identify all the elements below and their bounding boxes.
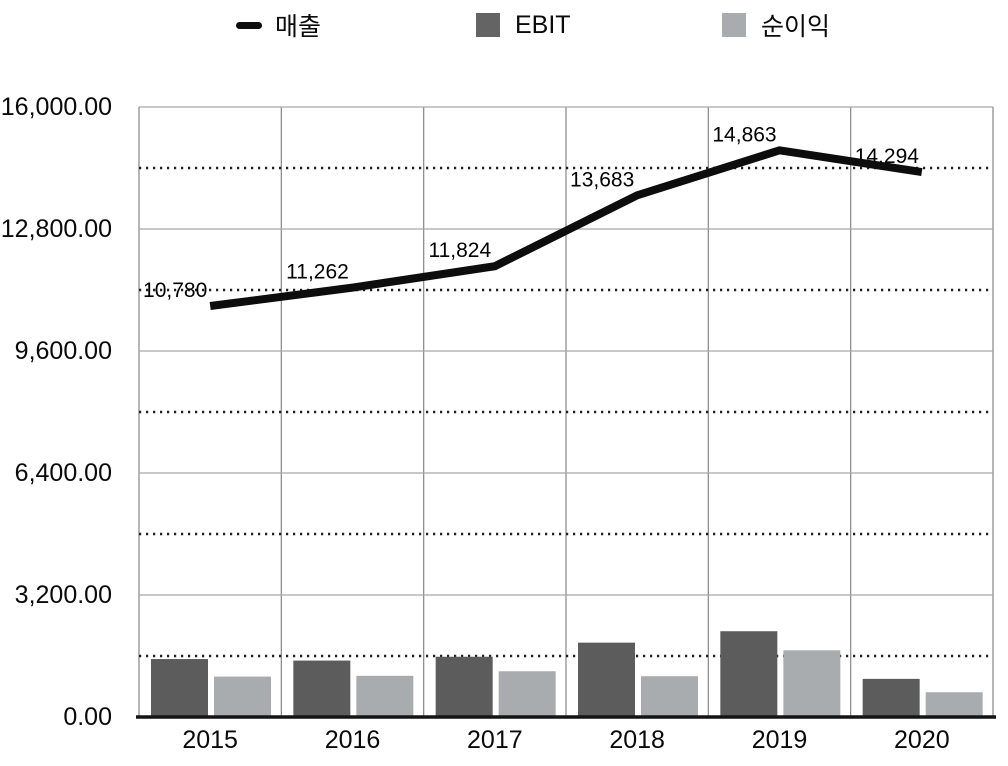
bars [151,631,983,717]
y-tick-label: 6,400.00 [14,459,112,487]
bar-순이익-2018[interactable] [641,676,698,717]
x-axis: 2015 2016 2017 2018 2019 2020 [0,725,1008,761]
legend-label-ebit: EBIT [515,10,571,39]
point-label-2018: 13,683 [570,168,634,191]
x-tick-label-2020: 2020 [894,726,950,754]
bar-EBIT-2017[interactable] [435,656,493,717]
x-tick-label-2015: 2015 [182,726,238,754]
netincome-series-marker-icon [722,13,746,37]
bar-EBIT-2019[interactable] [720,631,778,717]
y-tick-label: 16,000.00 [0,93,112,121]
bar-순이익-2015[interactable] [214,676,271,717]
bar-순이익-2016[interactable] [356,675,414,717]
point-label-2019: 14,863 [712,123,776,146]
bar-EBIT-2016[interactable] [293,660,351,717]
bar-순이익-2017[interactable] [498,671,556,717]
revenue-line[interactable] [209,146,923,310]
y-tick-label: 12,800.00 [0,215,112,243]
point-label-2015: 10,780 [143,279,207,302]
ebit-series-marker-icon [476,13,500,37]
y-axis: 16,000.00 12,800.00 9,600.00 6,400.00 3,200.… [0,0,112,766]
bar-순이익-2020[interactable] [925,692,983,717]
x-tick-label-2018: 2018 [609,726,665,754]
legend: 매출 EBIT 순이익 [0,11,1008,41]
bar-EBIT-2015[interactable] [151,659,208,717]
bar-EBIT-2020[interactable] [862,678,920,717]
point-label-2017: 11,824 [428,239,491,262]
legend-item-ebit[interactable]: EBIT [476,11,571,39]
x-tick-label-2016: 2016 [324,726,381,754]
legend-item-netincome[interactable]: 순이익 [722,11,830,41]
bar-순이익-2019[interactable] [783,650,841,717]
x-tick-label-2019: 2019 [751,726,808,754]
legend-item-revenue[interactable]: 매출 [236,11,321,41]
legend-label-netincome: 순이익 [761,13,831,41]
legend-label-revenue: 매출 [275,13,322,41]
point-label-2016: 11,262 [286,261,349,284]
gridlines [138,106,994,717]
y-tick-label: 0.00 [63,703,112,731]
y-tick-label: 3,200.00 [14,581,112,609]
y-tick-label: 9,600.00 [14,337,112,365]
line-series-marker-icon [236,21,262,29]
bar-EBIT-2018[interactable] [578,642,635,717]
x-tick-label-2017: 2017 [467,726,523,754]
